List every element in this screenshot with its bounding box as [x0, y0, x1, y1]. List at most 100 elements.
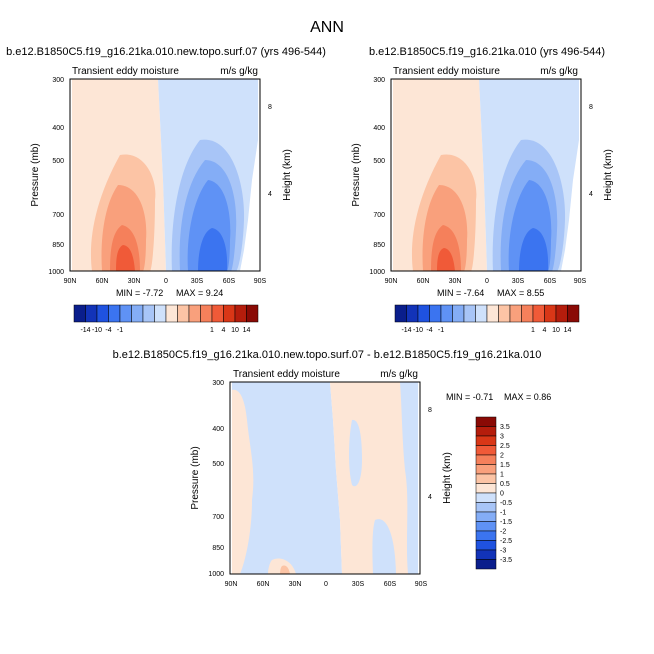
panel-3-y2-tick-8: 8	[428, 407, 432, 414]
panel-3-y-tick-300: 300	[212, 380, 224, 387]
panel-2-y-ticks: 300 400 500 700 850 1000	[369, 77, 385, 276]
panel-1-contour-pos-4	[116, 245, 135, 271]
panel-1-x-ticks: 90N 60N 30N 0 30S 60S 90S	[64, 278, 267, 285]
panel-2-y-tick-400: 400	[373, 125, 385, 132]
colorbar-box	[475, 454, 497, 465]
colorbar-box	[73, 304, 86, 323]
panel-1-y-tick-500: 500	[52, 158, 64, 165]
panel-2-colorbar: -14 -10 -4 -1 1 4 10 14	[394, 304, 580, 334]
colorbar-box	[200, 304, 213, 323]
panel-3-x-tick-30n: 30N	[289, 581, 302, 588]
colorbar-box	[475, 549, 497, 560]
colorbar-box	[417, 304, 430, 323]
colorbar-label: 3.5	[500, 424, 510, 431]
colorbar-box	[177, 304, 190, 323]
colorbar-label: 1	[531, 327, 535, 334]
panel-3-y-tick-500: 500	[212, 461, 224, 468]
colorbar-box	[429, 304, 442, 323]
panel-1-colorbar: -14 -10 -4 -1 1 4 10 14	[73, 304, 259, 334]
colorbar-box	[223, 304, 236, 323]
panel-1: b.e12.B1850C5.f19_g16.21ka.010.new.topo.…	[6, 46, 326, 334]
panel-3-y-tick-400: 400	[212, 426, 224, 433]
colorbar-box	[509, 304, 522, 323]
panel-3: b.e12.B1850C5.f19_g16.21ka.010.new.topo.…	[113, 349, 552, 588]
colorbar-label: 14	[243, 327, 251, 334]
colorbar-box	[475, 530, 497, 541]
panel-1-x-tick-30s: 30S	[191, 278, 204, 285]
colorbar-box	[85, 304, 98, 323]
colorbar-box	[475, 473, 497, 484]
panel-3-x-tick-30s: 30S	[352, 581, 365, 588]
panel-2-contour-pos-4	[437, 248, 455, 271]
panel-3-x-tick-90s: 90S	[415, 581, 428, 588]
colorbar-label: -10	[413, 327, 423, 334]
colorbar-label: 10	[231, 327, 239, 334]
panel-2-y2label: Height (km)	[603, 149, 614, 201]
panel-1-x-tick-60s: 60S	[223, 278, 236, 285]
panel-2-x-tick-60s: 60S	[544, 278, 557, 285]
panel-3-right-label: m/s g/kg	[380, 369, 418, 380]
colorbar-box	[234, 304, 247, 323]
panel-3-x-tick-60s: 60S	[384, 581, 397, 588]
panel-1-title: b.e12.B1850C5.f19_g16.21ka.010.new.topo.…	[6, 46, 326, 58]
panel-3-x-tick-60n: 60N	[257, 581, 270, 588]
colorbar-box	[567, 304, 580, 323]
colorbar-box	[486, 304, 499, 323]
panel-1-y2-tick-4: 4	[268, 191, 272, 198]
panel-2-title: b.e12.B1850C5.f19_g16.21ka.010 (yrs 496-…	[369, 46, 605, 58]
colorbar-box	[475, 540, 497, 551]
panel-1-x-tick-0: 0	[164, 278, 168, 285]
panel-2-x-tick-0: 0	[485, 278, 489, 285]
panel-2-min-label: MIN = -7.64	[437, 288, 484, 298]
panel-2-frame	[390, 78, 582, 272]
colorbar-label: -2	[500, 529, 506, 536]
panel-3-x-ticks: 90N 60N 30N 0 30S 60S 90S	[225, 581, 428, 588]
panel-1-contour-neg-4	[198, 228, 228, 271]
panel-1-plot: 300 400 500 700 850 1000 90N 60N 30N 0 3…	[30, 77, 293, 285]
panel-3-y-ticks: 300 400 500 700 850 1000	[208, 380, 224, 578]
colorbar-label: -1	[500, 510, 506, 517]
colorbar-label: -14	[80, 327, 90, 334]
colorbar-box	[119, 304, 132, 323]
panel-3-blob-neg-east-1	[400, 382, 418, 574]
panel-2-plot: 300 400 500 700 850 1000 90N 60N 30N 0 3…	[351, 77, 614, 285]
panel-2-y-tick-1000: 1000	[369, 269, 385, 276]
colorbar-box	[452, 304, 465, 323]
panel-3-y2-tick-4: 4	[428, 494, 432, 501]
colorbar-label: 1.5	[500, 462, 510, 469]
colorbar-box	[475, 445, 497, 456]
colorbar-label: 14	[564, 327, 572, 334]
panel-1-x-tick-90s: 90S	[254, 278, 267, 285]
colorbar-label: -4	[105, 327, 111, 334]
panel-3-x-tick-0: 0	[324, 581, 328, 588]
panel-1-min-label: MIN = -7.72	[116, 288, 163, 298]
panel-2-y2-ticks: 8 4	[589, 104, 593, 198]
colorbar-label: 2.5	[500, 443, 510, 450]
panel-3-blob-pos-core	[280, 565, 290, 574]
panel-2-x-tick-90s: 90S	[574, 278, 587, 285]
colorbar-box	[96, 304, 109, 323]
colorbar-label: 1	[210, 327, 214, 334]
panel-2-ylabel: Pressure (mb)	[351, 143, 362, 206]
panel-1-y2-ticks: 8 4	[268, 104, 272, 198]
colorbar-box	[555, 304, 568, 323]
colorbar-label: 3	[500, 434, 504, 441]
panel-2-y-tick-850: 850	[373, 242, 385, 249]
colorbar-box	[475, 416, 497, 427]
colorbar-label: -0.5	[500, 500, 512, 507]
colorbar-box	[463, 304, 476, 323]
colorbar-label: -3.5	[500, 557, 512, 564]
colorbar-label: 4	[222, 327, 226, 334]
colorbar-box	[108, 304, 121, 323]
panel-3-plot: 300 400 500 700 850 1000 90N 60N 30N 0 3…	[190, 380, 453, 588]
colorbar-box	[131, 304, 144, 323]
colorbar-label: -2.5	[500, 538, 512, 545]
colorbar-box	[154, 304, 167, 323]
colorbar-label: -10	[92, 327, 102, 334]
panel-3-y-tick-1000: 1000	[208, 571, 224, 578]
panel-1-x-tick-90n: 90N	[64, 278, 77, 285]
panel-3-left-label: Transient eddy moisture	[233, 369, 340, 380]
panel-3-blob-neg-surface	[372, 519, 396, 574]
colorbar-box	[246, 304, 259, 323]
colorbar-label: 0.5	[500, 481, 510, 488]
